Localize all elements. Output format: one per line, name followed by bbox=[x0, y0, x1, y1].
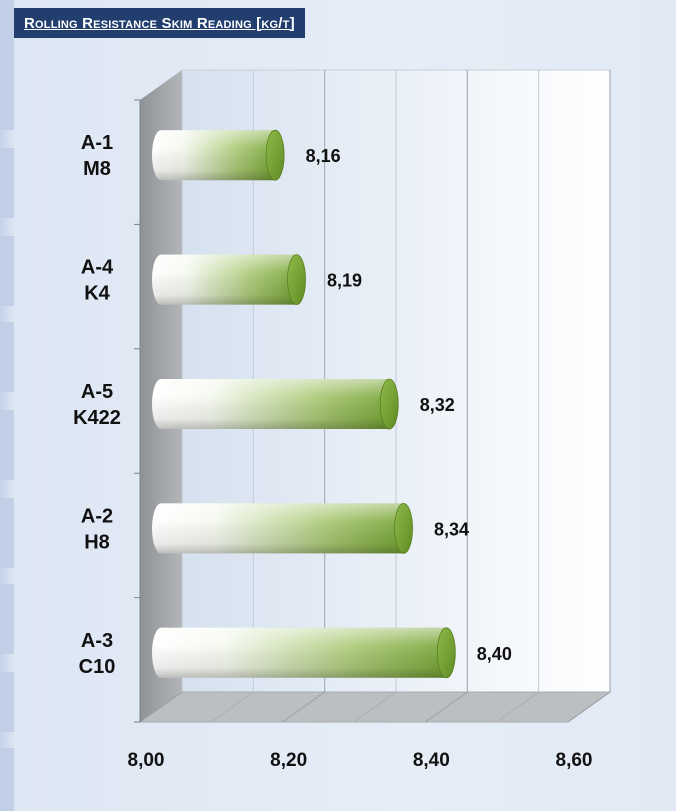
category-label-line2: M8 bbox=[83, 158, 111, 180]
bar-shading bbox=[152, 379, 390, 429]
bar bbox=[152, 503, 413, 554]
floor-gridline bbox=[567, 691, 611, 723]
category-label-line2: C10 bbox=[79, 656, 116, 678]
category-label-line1: A-5 bbox=[81, 381, 113, 403]
value-label: 8,40 bbox=[477, 644, 512, 664]
value-label: 8,16 bbox=[306, 146, 341, 166]
category-label-line2: H8 bbox=[84, 531, 110, 553]
bar bbox=[152, 129, 285, 181]
category-label-line1: A-2 bbox=[81, 505, 113, 527]
bars bbox=[152, 129, 456, 679]
labels: 8,00 8,20 8,40 8,60 8,16 A-1 M8 8,19 A-4 K4 8,32 A-… bbox=[73, 132, 592, 771]
category-label-line2: K4 bbox=[84, 283, 110, 305]
category-label-line1: A-4 bbox=[81, 257, 114, 279]
minor-floor-gridline bbox=[211, 691, 254, 723]
x-tick-label: 8,00 bbox=[128, 750, 165, 771]
bar bbox=[152, 627, 456, 679]
chart-title-text: Rolling Resistance Skim Reading [kg/t] bbox=[24, 14, 295, 32]
x-tick-label: 8,40 bbox=[413, 750, 450, 771]
bar-end-cap bbox=[394, 503, 413, 554]
x-tick-label: 8,20 bbox=[270, 750, 307, 771]
category-label-line1: A-3 bbox=[81, 630, 113, 652]
floor-gridline bbox=[282, 691, 325, 723]
category-label-line2: K422 bbox=[73, 407, 121, 429]
left-decorative-strip bbox=[0, 0, 14, 811]
floor-gridline bbox=[139, 691, 183, 723]
bar-end-cap bbox=[287, 254, 306, 306]
bar-end-cap bbox=[265, 129, 285, 181]
minor-floor-gridline bbox=[353, 691, 397, 723]
floor-gridline bbox=[425, 691, 468, 723]
bar bbox=[152, 378, 399, 430]
value-label: 8,32 bbox=[420, 395, 455, 415]
bar-end-cap bbox=[379, 378, 399, 430]
bar-end-cap bbox=[436, 627, 456, 679]
category-label-line1: A-1 bbox=[81, 132, 113, 154]
bar-shading bbox=[152, 503, 404, 554]
value-label: 8,34 bbox=[434, 519, 469, 539]
bar bbox=[152, 254, 306, 306]
value-label: 8,19 bbox=[327, 271, 362, 291]
minor-floor-gridline bbox=[496, 691, 539, 723]
bar-shading bbox=[152, 254, 297, 305]
x-tick-label: 8,60 bbox=[556, 750, 593, 771]
bar-shading bbox=[152, 627, 447, 678]
bar-shading bbox=[152, 130, 276, 181]
chart-title: Rolling Resistance Skim Reading [kg/t] bbox=[14, 8, 305, 38]
